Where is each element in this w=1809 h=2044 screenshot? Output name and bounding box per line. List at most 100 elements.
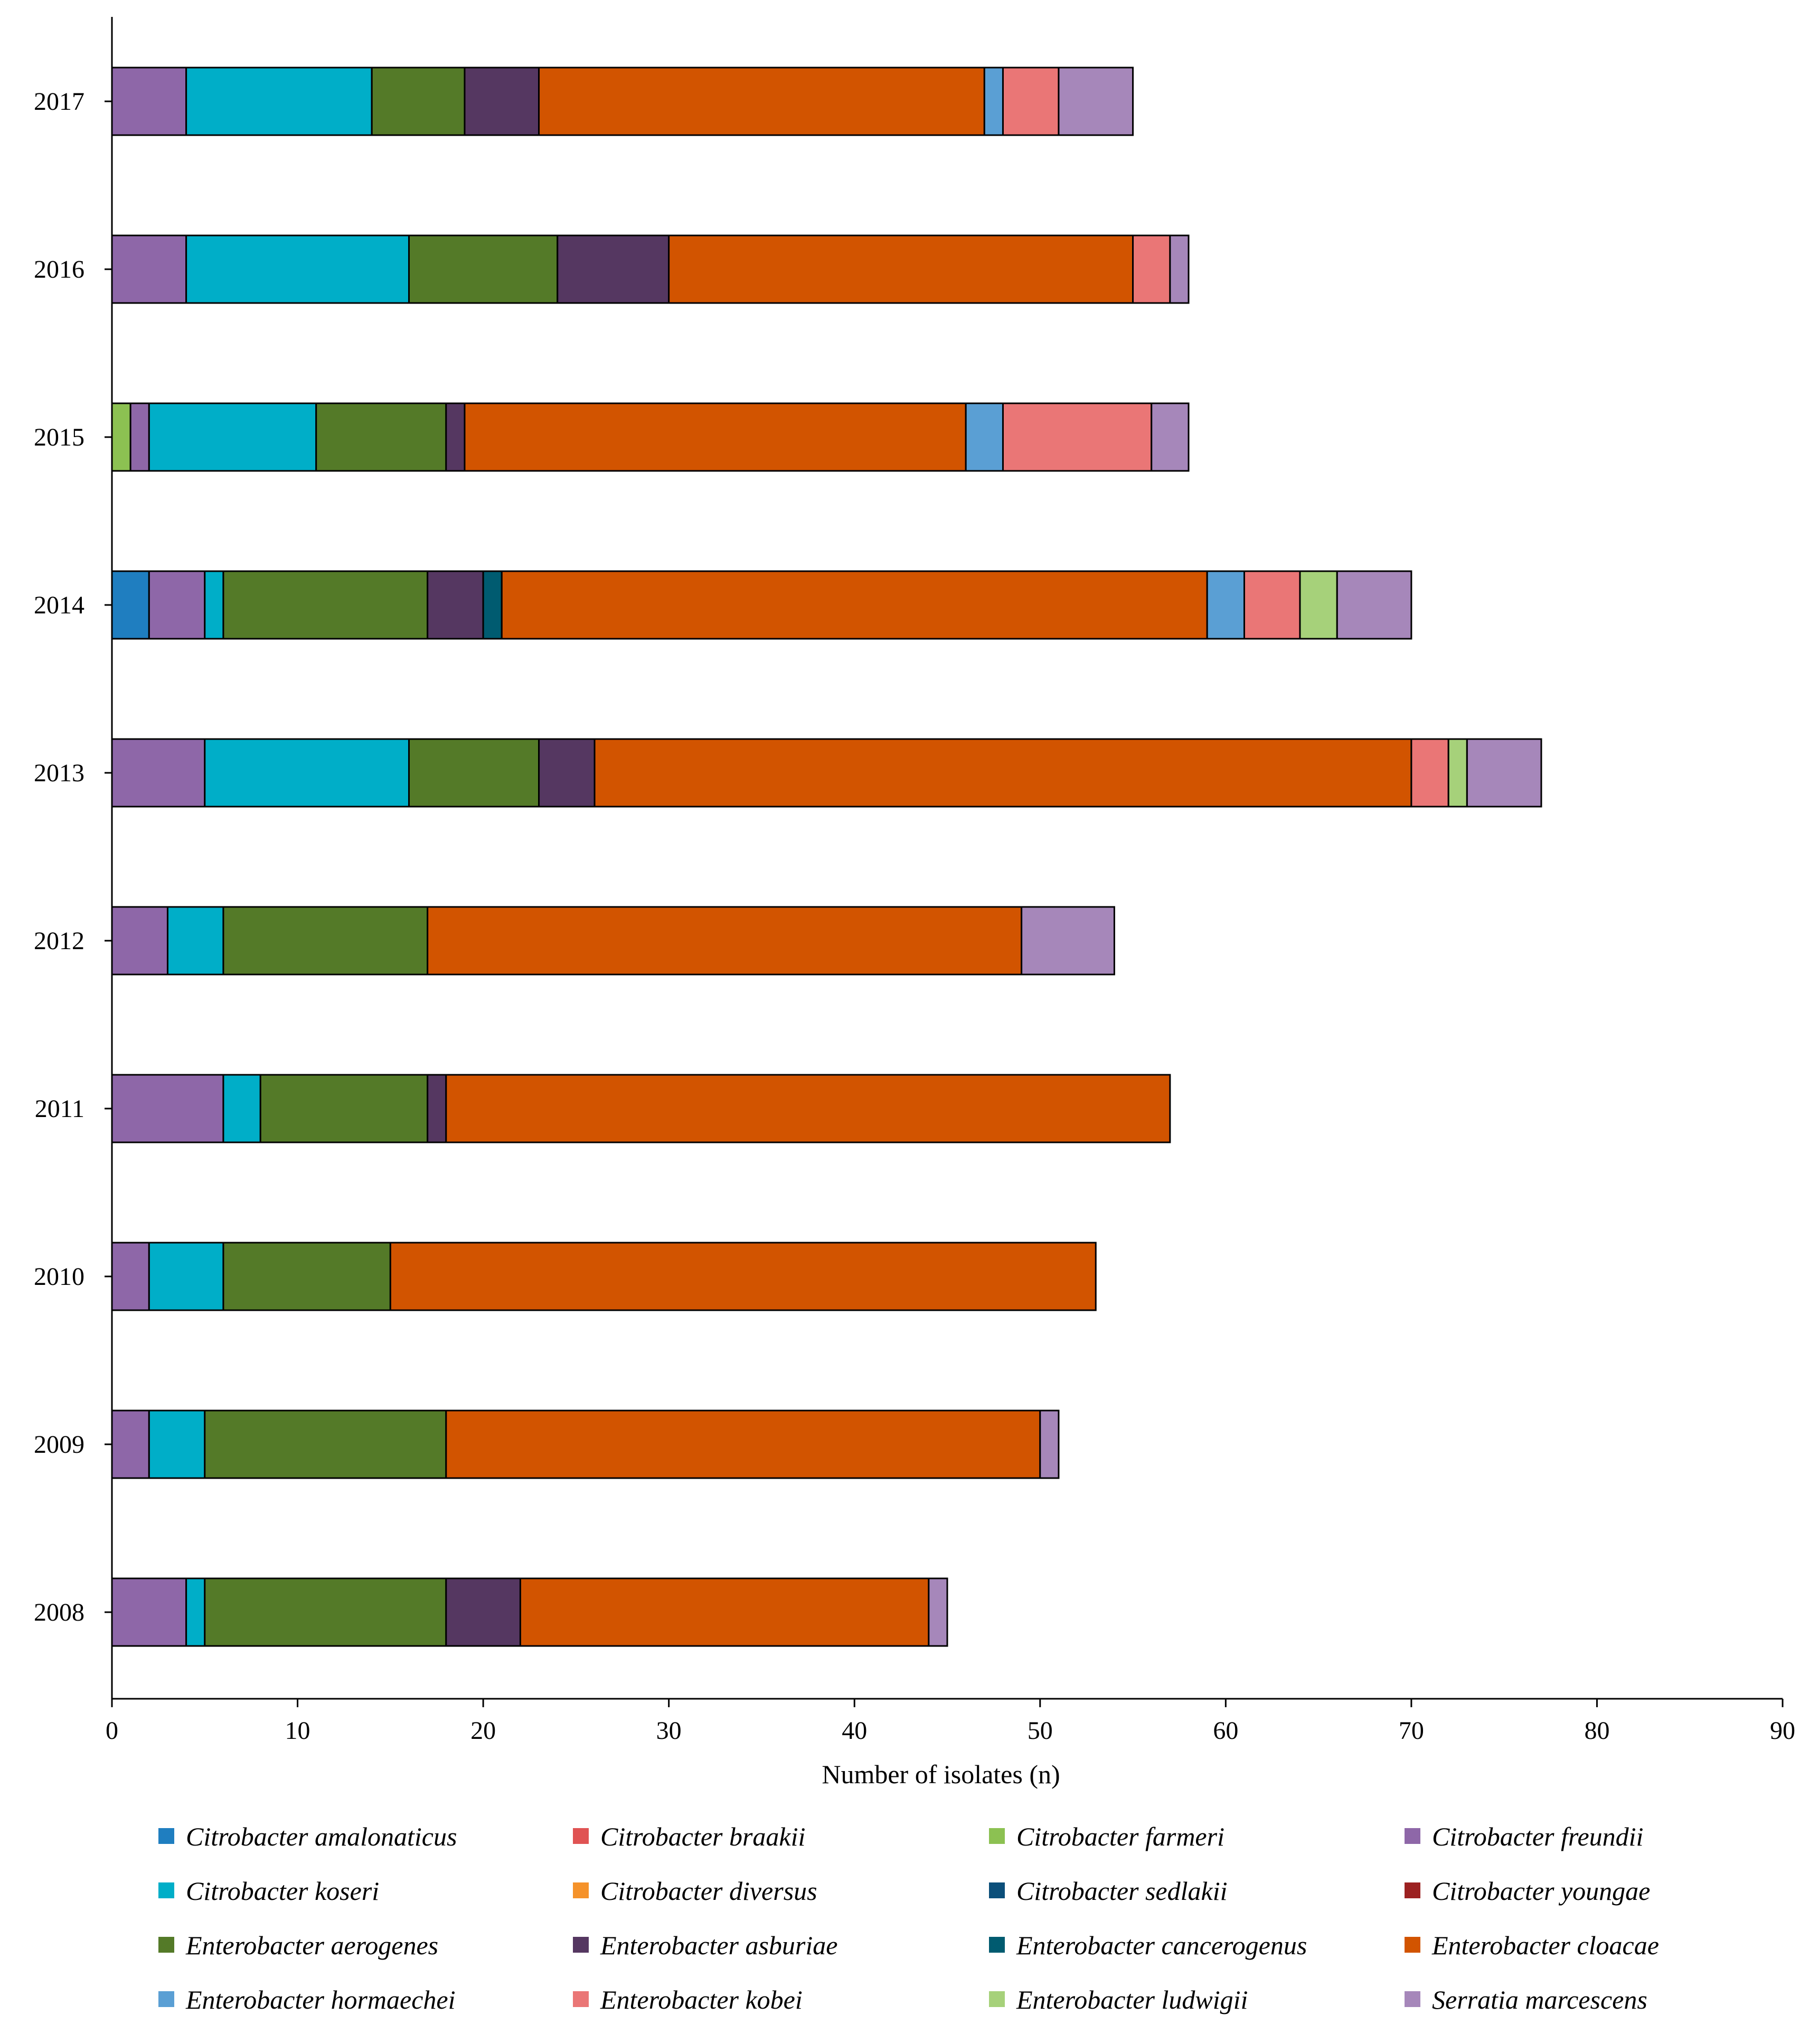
bar-segment-2010-11 [389, 1242, 1097, 1311]
bar-segment-2013-4 [204, 738, 410, 808]
axes-layer: 2017201620152014201320122011201020092008… [34, 17, 1795, 1789]
bar-segment-2015-8 [315, 402, 447, 472]
bar-segment-2014-4 [204, 570, 224, 640]
y-tick-label: 2016 [34, 256, 84, 283]
x-tick-label: 40 [842, 1717, 867, 1745]
legend-swatch-13 [573, 1991, 589, 2007]
bar-segment-2013-9 [538, 738, 596, 808]
legend-swatch-11 [1405, 1937, 1420, 1953]
y-tick-label: 2014 [34, 591, 84, 619]
bar-segment-2016-9 [557, 234, 670, 304]
bar-segment-2017-11 [538, 67, 985, 136]
bar-segment-2017-9 [464, 67, 540, 136]
bar-segment-2016-8 [408, 234, 559, 304]
legend-label-7: Citrobacter youngae [1432, 1876, 1650, 1906]
x-tick-label: 20 [470, 1717, 496, 1745]
bar-segment-2010-3 [111, 1242, 150, 1311]
bar-segment-2011-4 [222, 1074, 261, 1143]
bar-segment-2011-3 [111, 1074, 224, 1143]
legend-swatch-14 [989, 1991, 1005, 2007]
bar-segment-2013-13 [1410, 738, 1449, 808]
legend-swatch-6 [989, 1882, 1005, 1898]
bar-segment-2017-4 [185, 67, 373, 136]
bar-segment-2012-3 [111, 906, 168, 976]
bar-segment-2015-15 [1151, 402, 1190, 472]
bar-segment-2014-3 [148, 570, 206, 640]
y-tick-label: 2013 [34, 759, 84, 787]
legend-swatch-9 [573, 1937, 589, 1953]
bar-segment-2009-4 [148, 1409, 206, 1479]
x-tick-label: 0 [106, 1717, 118, 1745]
bar-segment-2009-15 [1039, 1409, 1060, 1479]
bar-segment-2014-13 [1243, 570, 1301, 640]
bar-segment-2016-4 [185, 234, 410, 304]
bar-segment-2013-8 [408, 738, 540, 808]
bar-segment-2016-3 [111, 234, 187, 304]
bar-segment-2008-15 [928, 1577, 948, 1647]
bar-segment-2010-8 [222, 1242, 391, 1311]
legend-swatch-7 [1405, 1882, 1420, 1898]
bar-segment-2008-8 [204, 1577, 447, 1647]
bar-segment-2011-9 [427, 1074, 447, 1143]
x-tick-label: 10 [285, 1717, 310, 1745]
legend-swatch-4 [158, 1882, 174, 1898]
x-tick-label: 30 [656, 1717, 682, 1745]
bar-segment-2015-9 [445, 402, 466, 472]
bar-segment-2008-4 [185, 1577, 206, 1647]
bar-segment-2017-3 [111, 67, 187, 136]
bar-segment-2015-13 [1002, 402, 1153, 472]
y-tick-label: 2012 [34, 927, 84, 955]
legend-swatch-15 [1405, 1991, 1420, 2007]
legend-label-2: Citrobacter farmeri [1016, 1822, 1224, 1851]
bar-segment-2015-12 [965, 402, 1004, 472]
legend-swatch-2 [989, 1828, 1005, 1844]
legend-swatch-1 [573, 1828, 589, 1844]
legend-label-15: Serratia marcescens [1432, 1985, 1647, 2014]
bar-segment-2014-12 [1206, 570, 1245, 640]
legend-swatch-5 [573, 1882, 589, 1898]
bar-segment-2017-15 [1058, 67, 1134, 136]
x-tick-label: 80 [1584, 1717, 1609, 1745]
bar-segment-2015-2 [111, 402, 131, 472]
legend-label-12: Enterobacter hormaechei [185, 1985, 456, 2014]
bar-segment-2012-8 [222, 906, 429, 976]
x-tick-label: 50 [1028, 1717, 1053, 1745]
legend-swatch-12 [158, 1991, 174, 2007]
legend-swatch-0 [158, 1828, 174, 1844]
bar-segment-2014-11 [501, 570, 1208, 640]
legend-label-5: Citrobacter diversus [600, 1876, 817, 1906]
bar-segment-2012-11 [427, 906, 1023, 976]
legend-label-3: Citrobacter freundii [1432, 1822, 1643, 1851]
y-tick-label: 2011 [35, 1095, 84, 1123]
bars-layer [111, 67, 1542, 1647]
x-tick-label: 90 [1770, 1717, 1795, 1745]
bar-segment-2013-15 [1466, 738, 1542, 808]
bar-segment-2013-14 [1447, 738, 1468, 808]
bar-segment-2013-11 [593, 738, 1412, 808]
bar-segment-2009-11 [445, 1409, 1041, 1479]
bar-segment-2015-11 [464, 402, 967, 472]
bar-segment-2013-3 [111, 738, 206, 808]
legend-label-0: Citrobacter amalonaticus [186, 1822, 457, 1851]
bar-segment-2012-15 [1021, 906, 1115, 976]
legend-label-8: Enterobacter aerogenes [185, 1931, 438, 1960]
bar-segment-2014-9 [427, 570, 484, 640]
bar-segment-2014-8 [222, 570, 429, 640]
bar-segment-2014-10 [482, 570, 503, 640]
bar-segment-2015-4 [148, 402, 317, 472]
x-tick-label: 60 [1213, 1717, 1238, 1745]
bar-segment-2011-11 [445, 1074, 1171, 1143]
legend-layer: Citrobacter amalonaticus Citrobacter braa… [158, 1822, 1659, 2014]
bar-segment-2017-8 [371, 67, 466, 136]
bar-segment-2010-4 [148, 1242, 224, 1311]
y-tick-label: 2017 [34, 88, 84, 116]
legend-swatch-8 [158, 1937, 174, 1953]
bar-segment-2008-3 [111, 1577, 187, 1647]
bar-segment-2014-15 [1336, 570, 1412, 640]
bar-segment-2009-8 [204, 1409, 447, 1479]
legend-label-13: Enterobacter kobei [600, 1985, 803, 2014]
y-tick-label: 2015 [34, 423, 84, 451]
y-tick-label: 2010 [34, 1263, 84, 1291]
legend-label-11: Enterobacter cloacae [1431, 1931, 1659, 1960]
bar-segment-2014-0 [111, 570, 150, 640]
